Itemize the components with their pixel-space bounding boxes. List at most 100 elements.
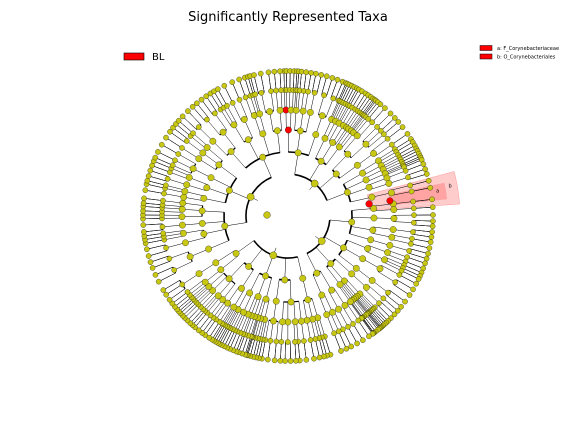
tree-node (186, 253, 194, 261)
tree-edge (224, 329, 233, 347)
tree-edge (391, 239, 411, 245)
tree-edge (229, 190, 250, 200)
tree-edge (145, 189, 165, 194)
tree-edge (250, 95, 257, 115)
tree-edge (169, 131, 186, 143)
tree-node (267, 338, 274, 344)
tree-node (394, 308, 401, 314)
tree-edge (343, 247, 363, 259)
tree-edge (201, 317, 214, 333)
tree-node (299, 107, 307, 115)
tree-edge (412, 234, 432, 238)
tree-edge (146, 244, 166, 250)
tree-edge (335, 81, 343, 100)
tree-node (378, 128, 384, 134)
tree-node (391, 311, 398, 318)
tree-node (323, 311, 331, 319)
tree-edge (357, 295, 371, 312)
tree-node (311, 355, 317, 362)
clade-legend-swatch-b (479, 53, 493, 60)
tree-edge (401, 270, 419, 280)
tree-edge (399, 274, 417, 284)
tree-node (164, 176, 171, 182)
tree-edge (358, 122, 373, 138)
tree-edge (350, 301, 363, 318)
tree-edge (345, 86, 355, 105)
tree-node (169, 162, 176, 169)
tree-node (209, 137, 217, 145)
tree-edge (393, 284, 410, 296)
tree-node (277, 68, 283, 74)
tree-edge (275, 279, 280, 302)
tree-node (276, 106, 284, 114)
tree-node (160, 230, 166, 237)
tree-edge (215, 250, 235, 263)
tree-node (285, 339, 291, 345)
tree-node (144, 246, 150, 252)
clade-legend-label-b: b: O_Corynebacteriales (497, 55, 556, 61)
tree-edge (339, 165, 358, 179)
tree-node (238, 285, 245, 292)
tree-edge (378, 271, 396, 283)
tree-node (348, 343, 354, 350)
clade-arc (306, 219, 331, 255)
tree-node (171, 267, 177, 273)
tree-edge (230, 151, 246, 169)
tree-node (355, 317, 362, 324)
tree-node (362, 176, 370, 184)
tree-edge (284, 90, 286, 111)
tree-edge (297, 341, 301, 361)
tree-edge (365, 102, 379, 118)
tree-edge (409, 248, 429, 254)
tree-node (179, 281, 186, 288)
tree-edge (158, 272, 176, 282)
tree-node (175, 117, 182, 124)
tree-node (141, 195, 147, 202)
tree-edge (178, 298, 194, 312)
tree-node (308, 70, 314, 76)
tree-edge (205, 96, 218, 113)
tree-node (195, 155, 203, 163)
tree-edge (203, 229, 226, 235)
tree-edge (184, 304, 199, 318)
tree-edge (297, 90, 301, 111)
tree-node (169, 300, 176, 307)
tree-edge (267, 340, 271, 360)
tree-node (244, 136, 252, 144)
tree-node (166, 296, 173, 303)
tree-node (166, 255, 173, 262)
tree-node (376, 300, 382, 306)
tree-node (160, 197, 166, 204)
tree-edge (370, 310, 384, 326)
tree-node (227, 148, 235, 155)
tree-edge (355, 297, 369, 313)
tree-node (303, 357, 310, 363)
tree-node (369, 226, 377, 234)
tree-node (402, 298, 408, 305)
tree-node (332, 170, 340, 178)
tree-node (277, 358, 284, 364)
tree-edge (360, 292, 376, 308)
tree-edge (383, 161, 402, 171)
tree-node (424, 171, 430, 177)
tree-edge (367, 313, 381, 329)
tree-edge (371, 138, 388, 152)
tree-node (240, 116, 248, 123)
tree-node (316, 354, 323, 361)
tree-edge (172, 165, 192, 174)
tree-node (230, 121, 238, 129)
tree-edge (383, 261, 402, 271)
tree-node (386, 241, 394, 249)
tree-edge (332, 154, 348, 171)
tree-edge (321, 142, 333, 162)
tree-node (262, 295, 270, 303)
tree-node (395, 119, 402, 125)
tree-edge (307, 72, 312, 92)
tree-edge (319, 173, 337, 189)
tree-edge (403, 157, 422, 166)
tree-edge (329, 264, 345, 282)
tree-node (303, 69, 310, 75)
tree-edge (151, 165, 170, 173)
tree-node (163, 182, 169, 189)
tree-node (321, 135, 329, 142)
